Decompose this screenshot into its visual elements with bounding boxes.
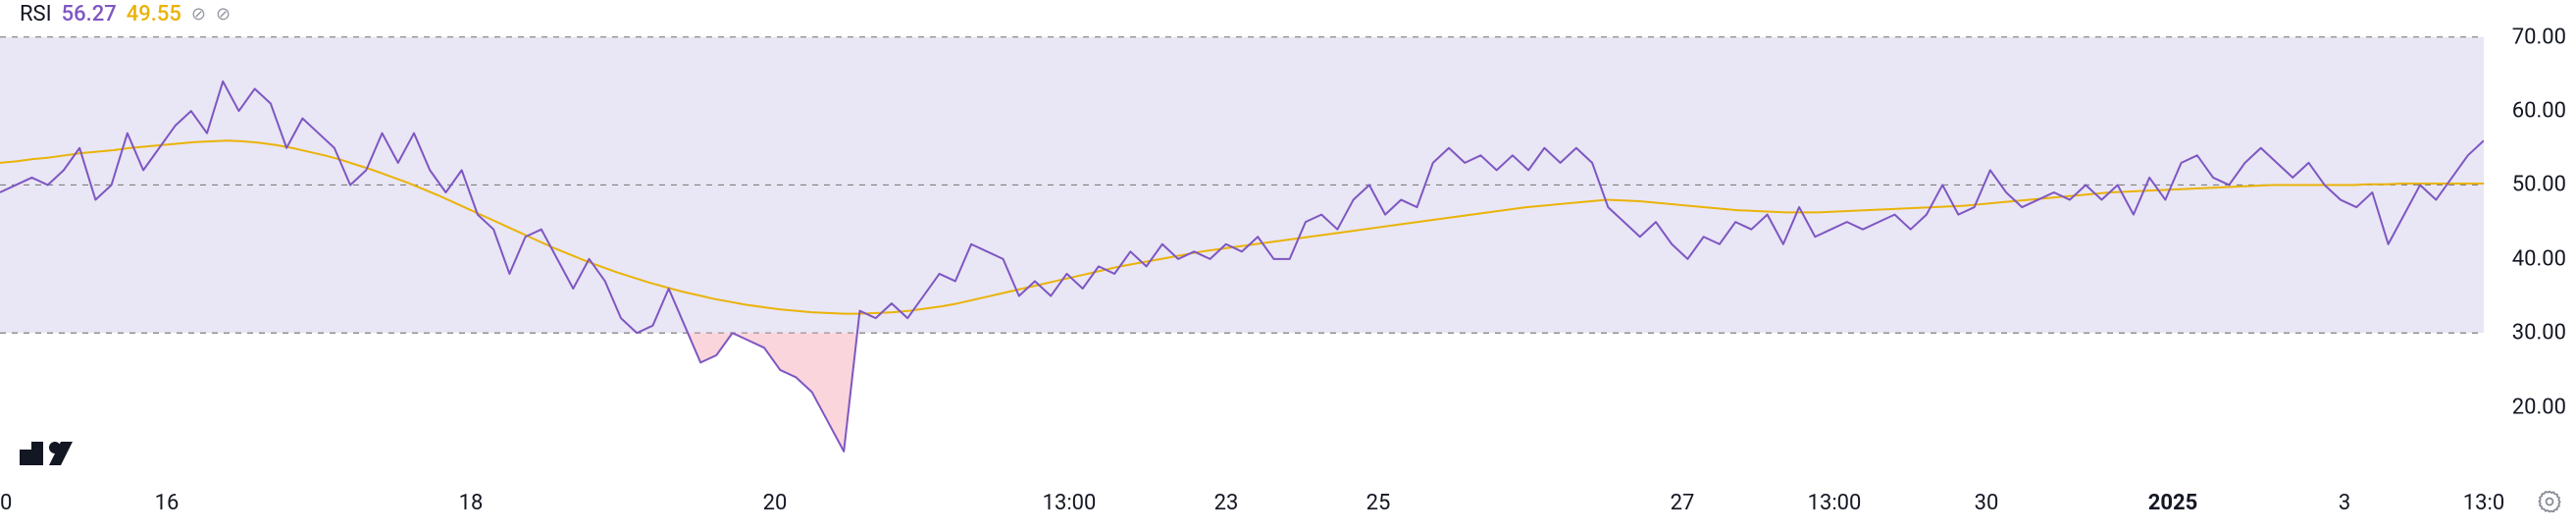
indicator-legend[interactable]: RSI 56.27 49.55 ⊘ ⊘	[20, 2, 231, 27]
x-tick-label: 13:00	[1808, 491, 1862, 515]
x-tick-label: 2025	[2148, 491, 2198, 515]
x-tick-label: 3	[2339, 491, 2350, 515]
x-axis[interactable]: 0016182013:0023252713:00302025313:0	[0, 481, 2484, 532]
visibility-icon[interactable]: ⊘	[216, 4, 231, 25]
indicator-value-2: 49.55	[127, 2, 181, 27]
rsi-panel: RSI 56.27 49.55 ⊘ ⊘ 70.00 60.00 50.00 40.00…	[0, 0, 2576, 532]
y-tick-label: 20.00	[2512, 395, 2566, 419]
x-tick-label: 13:0	[2463, 491, 2504, 515]
y-tick-label: 30.00	[2512, 321, 2566, 346]
x-tick-label: 13:00	[1043, 491, 1097, 515]
y-tick-label: 60.00	[2512, 99, 2566, 124]
oversold-fill	[733, 333, 857, 452]
indicator-value-1: 56.27	[62, 2, 117, 27]
chart-plot-area[interactable]	[0, 0, 2484, 481]
settings-icon[interactable]	[2537, 489, 2562, 518]
y-axis[interactable]: 70.00 60.00 50.00 40.00 30.00 20.00	[2484, 0, 2576, 481]
x-tick-label: 18	[459, 491, 484, 515]
y-tick-label: 70.00	[2512, 25, 2566, 49]
x-tick-label: 23	[1214, 491, 1239, 515]
tradingview-logo[interactable]	[20, 442, 75, 471]
visibility-icon[interactable]: ⊘	[191, 4, 206, 25]
x-tick-label: 00	[0, 491, 12, 515]
indicator-name: RSI	[20, 2, 52, 27]
chart-svg	[0, 0, 2484, 481]
x-tick-label: 27	[1671, 491, 1695, 515]
x-tick-label: 30	[1975, 491, 1999, 515]
y-tick-label: 40.00	[2512, 246, 2566, 271]
x-tick-label: 16	[155, 491, 180, 515]
x-tick-label: 20	[763, 491, 788, 515]
y-tick-label: 50.00	[2512, 173, 2566, 197]
x-tick-label: 25	[1366, 491, 1391, 515]
